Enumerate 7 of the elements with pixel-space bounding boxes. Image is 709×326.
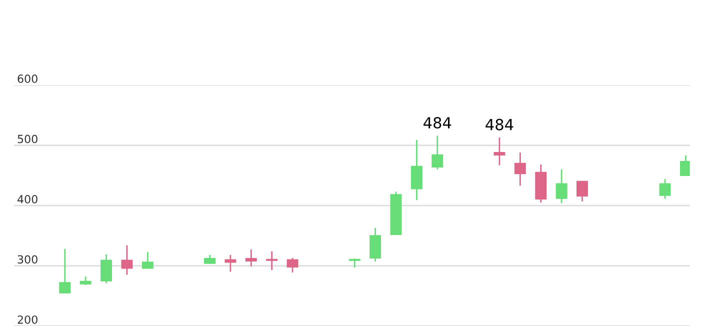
y-tick-label: 400	[18, 194, 38, 204]
text: 484	[486, 118, 514, 130]
y-tick-label: 300	[18, 255, 38, 264]
y-tick-label: 500	[18, 134, 38, 144]
y-tick-label: 600	[18, 74, 38, 83]
text: 484	[424, 116, 452, 129]
y-tick-label: 200	[18, 315, 38, 324]
